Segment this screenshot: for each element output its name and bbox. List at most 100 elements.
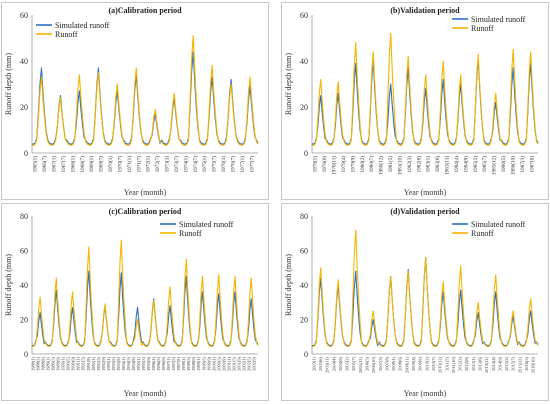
x-tick-label: 1999(9) (206, 356, 211, 370)
x-tick-label: 1995(9) (146, 356, 151, 370)
x-tick-label: 1968(1) (69, 156, 76, 173)
y-tick-label: 20 (20, 103, 28, 112)
y-tick-label: 0 (304, 149, 308, 158)
x-tick-label: 1993(5) (111, 357, 116, 371)
x-tick-label: 1998(1) (181, 356, 186, 370)
y-tick-label: 40 (300, 57, 308, 66)
x-tick-label: 2006(5) (365, 356, 370, 370)
x-tick-label: 1991(9) (86, 357, 91, 371)
x-tick-label: 2006(10) (371, 356, 376, 373)
x-tick-label: 2003(6) (318, 356, 323, 370)
y-axis-label: Runoff depth (mm) (4, 254, 13, 316)
x-axis-label: Year (month) (404, 389, 447, 398)
x-tick-label: 2002(1) (241, 356, 246, 370)
x-tick-label: 1981(10) (397, 156, 404, 175)
x-tick-label: 1983(11) (444, 156, 451, 175)
x-tick-label: 1970(1) (107, 156, 114, 173)
x-tick-label: 2015(7) (511, 356, 516, 370)
x-tick-label: 1991(5) (81, 356, 86, 370)
x-tick-label: 1994(1) (121, 356, 126, 370)
x-tick-label: 1986(5) (500, 156, 507, 173)
series-line-simulated-runoff (31, 51, 259, 145)
x-tick-label: 2015(12) (517, 356, 522, 373)
x-tick-label: 1997(9) (176, 357, 181, 371)
y-tick-label: 20 (300, 316, 308, 325)
x-tick-label: 1988(1) (31, 356, 36, 370)
x-tick-label: 1967(1) (51, 156, 58, 173)
x-tick-label: 1988(5) (36, 356, 41, 370)
x-tick-label: 1992(9) (101, 356, 106, 370)
y-tick-label: 20 (300, 103, 308, 112)
x-tick-label: 1973(7) (173, 156, 180, 173)
x-tick-label: 1999(5) (201, 357, 206, 371)
x-tick-label: 2013(11) (484, 356, 489, 372)
x-tick-label: 1998(9) (191, 356, 196, 370)
x-tick-label: 2011(5) (444, 357, 449, 371)
x-tick-label: 2001(9) (236, 356, 241, 370)
chart-title: (d)Validation period (390, 207, 460, 216)
x-tick-label: 1992(1) (91, 356, 96, 370)
chart-title: (a)Calibration period (108, 6, 182, 15)
x-tick-label: 2000(9) (221, 357, 226, 371)
series-line-runoff (311, 229, 539, 348)
x-tick-label: 2000(5) (216, 356, 221, 370)
x-tick-label: 1972(1) (145, 156, 152, 173)
x-tick-label: 2016(5) (524, 356, 529, 370)
legend-item-runoff: Runoff (471, 24, 494, 33)
y-tick-label: 60 (20, 247, 28, 256)
x-tick-label: 2016(10) (531, 356, 536, 373)
x-tick-label: 2010(7) (431, 356, 436, 370)
x-tick-label: 1996(9) (161, 356, 166, 370)
x-tick-label: 1990(1) (61, 356, 66, 370)
x-tick-label: 1983(6) (434, 156, 441, 173)
x-tick-label: 2000(1) (211, 356, 216, 370)
x-tick-label: 1992(5) (96, 356, 101, 370)
x-tick-label: 2010(2) (424, 356, 429, 370)
chart-panel-a: 0 20 40 60 1965(1) 1966(7) 1967(1) 1967(7) 1968(… (1, 2, 269, 200)
x-tick-label: 2013(6) (478, 356, 483, 370)
series-line-runoff (31, 239, 259, 348)
x-tick-label: 1985(2) (472, 156, 479, 173)
x-tick-label: 2012(8) (464, 356, 469, 370)
series-line-runoff (311, 32, 539, 146)
x-tick-label: 1999(1) (196, 356, 201, 370)
legend-item-runoff: Runoff (471, 229, 494, 238)
x-tick-label: 1977(7) (248, 156, 255, 173)
x-tick-label: 1980(7) (368, 156, 375, 173)
x-tick-label: 1977(1) (239, 156, 246, 173)
x-tick-label: 2005(7) (351, 356, 356, 370)
x-tick-label: 2014(4) (491, 356, 496, 370)
x-tick-label: 1979(4) (340, 156, 347, 173)
x-tick-label: 1980(2) (359, 156, 366, 173)
x-tick-label: 1995(5) (141, 356, 146, 370)
y-tick-label: 0 (24, 350, 28, 359)
x-tick-label: 1985(12) (491, 156, 498, 175)
x-tick-label: 1990(9) (71, 356, 76, 370)
x-tick-label: 2001(5) (231, 356, 236, 370)
x-tick-label: 1976(7) (230, 156, 237, 173)
y-tick-label: 0 (304, 350, 308, 359)
y-tick-label: 60 (300, 11, 308, 20)
legend-item-simulated-runoff: Simulated runoff (179, 220, 234, 229)
chart-title: (b)Validation period (390, 6, 460, 15)
x-tick-label: 1994(5) (126, 356, 131, 370)
chart-panel-c: 0 20 40 60 80 1988(1) 1988(5) 1988(9) 1989(1) 198… (1, 203, 269, 401)
chart-svg: 0 20 40 60 1978(1) 1978(6) 1978(11) 1979(4) 1979… (284, 6, 539, 197)
x-tick-label: 1970(7) (117, 156, 124, 173)
x-tick-label: 1965(1) (32, 156, 39, 173)
x-tick-label: 2008(1) (391, 356, 396, 370)
x-tick-label: 1986(10) (510, 156, 517, 175)
x-tick-label: 2009(4) (411, 356, 416, 370)
x-tick-label: 2008(6) (398, 356, 403, 370)
x-tick-label: 1989(9) (56, 356, 61, 370)
x-tick-label: 2011(10) (451, 356, 456, 372)
x-tick-label: 1997(5) (171, 356, 176, 370)
x-tick-label: 1978(6) (321, 156, 328, 173)
x-tick-label: 1971(1) (126, 156, 133, 173)
x-tick-label: 2005(12) (358, 357, 363, 374)
x-tick-label: 2013(1) (471, 357, 476, 371)
series-line-simulated-runoff (311, 58, 539, 145)
x-tick-label: 2002(5) (247, 357, 252, 371)
